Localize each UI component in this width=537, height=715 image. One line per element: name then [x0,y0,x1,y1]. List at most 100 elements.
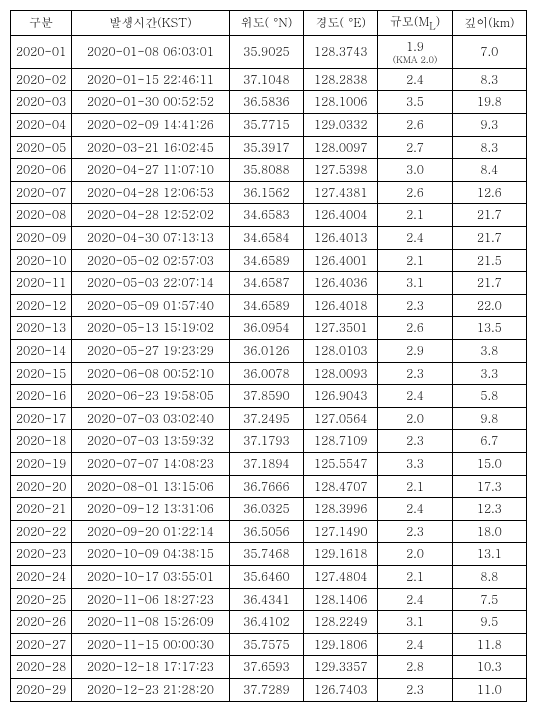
cell-time: 2020-08-01 13:15:06 [72,475,230,498]
cell-mag: 2.4 [378,633,452,656]
cell-time: 2020-04-28 12:06:53 [72,181,230,204]
earthquake-table: 구분 발생시간(KST) 위도( °N) 경도( °E) 규모(ML) 깊이(k… [10,10,527,702]
cell-time: 2020-05-27 19:23:29 [72,340,230,363]
table-row: 2020-052020-03-21 16:02:4535.3917128.009… [11,136,527,159]
cell-dep: 9.8 [452,407,526,430]
cell-mag: 2.4 [378,385,452,408]
cell-dep: 22.0 [452,294,526,317]
cell-lon: 127.5398 [304,159,378,182]
table-row: 2020-162020-06-23 19:58:0537.8590126.904… [11,385,527,408]
cell-lon: 129.1618 [304,543,378,566]
cell-id: 2020-29 [11,678,72,701]
table-row: 2020-142020-05-27 19:23:2936.0126128.010… [11,340,527,363]
table-row: 2020-222020-09-20 01:22:1436.5056127.149… [11,520,527,543]
cell-id: 2020-28 [11,656,72,679]
cell-lon: 126.7403 [304,678,378,701]
table-row: 2020-062020-04-27 11:07:1035.8088127.539… [11,159,527,182]
cell-mag: 3.1 [378,272,452,295]
cell-time: 2020-10-17 03:55:01 [72,565,230,588]
cell-mag: 2.1 [378,204,452,227]
cell-lon: 126.4001 [304,249,378,272]
cell-lon: 128.1006 [304,91,378,114]
table-row: 2020-172020-07-03 03:02:4037.2495127.056… [11,407,527,430]
cell-id: 2020-17 [11,407,72,430]
table-row: 2020-102020-05-02 02:57:0334.6589126.400… [11,249,527,272]
cell-mag: 2.3 [378,520,452,543]
cell-id: 2020-11 [11,272,72,295]
table-row: 2020-112020-05-03 22:07:1434.6587126.403… [11,272,527,295]
cell-id: 2020-02 [11,68,72,91]
cell-id: 2020-09 [11,227,72,250]
cell-id: 2020-08 [11,204,72,227]
cell-lon: 127.4804 [304,565,378,588]
cell-id: 2020-07 [11,181,72,204]
cell-lat: 36.0078 [229,362,303,385]
header-dep: 깊이(km) [452,11,526,36]
cell-lon: 126.4004 [304,204,378,227]
cell-lat: 35.7715 [229,114,303,137]
cell-lat: 36.7666 [229,475,303,498]
cell-time: 2020-09-12 13:31:06 [72,498,230,521]
cell-lat: 37.1894 [229,452,303,475]
cell-lat: 37.7289 [229,678,303,701]
cell-dep: 8.4 [452,159,526,182]
cell-time: 2020-11-06 18:27:23 [72,588,230,611]
table-row: 2020-262020-11-08 15:26:0936.4102128.224… [11,611,527,634]
cell-time: 2020-04-27 11:07:10 [72,159,230,182]
cell-lat: 36.5836 [229,91,303,114]
cell-dep: 8.3 [452,136,526,159]
cell-lat: 34.6584 [229,227,303,250]
cell-dep: 12.3 [452,498,526,521]
cell-id: 2020-15 [11,362,72,385]
cell-time: 2020-05-02 02:57:03 [72,249,230,272]
cell-mag: 1.9(KMA 2.0) [378,36,452,68]
table-row: 2020-032020-01-30 00:52:5236.5836128.100… [11,91,527,114]
header-mag-post: ) [436,13,441,30]
cell-lat: 36.0325 [229,498,303,521]
cell-lat: 36.0954 [229,317,303,340]
table-row: 2020-212020-09-12 13:31:0636.0325128.399… [11,498,527,521]
cell-mag: 2.4 [378,588,452,611]
table-row: 2020-022020-01-15 22:46:1137.1048128.283… [11,68,527,91]
cell-mag: 2.9 [378,340,452,363]
cell-mag: 2.3 [378,362,452,385]
header-lat: 위도( °N) [229,11,303,36]
table-row: 2020-072020-04-28 12:06:5336.1562127.438… [11,181,527,204]
table-row: 2020-082020-04-28 12:52:0234.6583126.400… [11,204,527,227]
cell-time: 2020-01-08 06:03:01 [72,36,230,68]
cell-lat: 36.1562 [229,181,303,204]
cell-dep: 8.3 [452,68,526,91]
cell-dep: 9.5 [452,611,526,634]
cell-dep: 18.0 [452,520,526,543]
cell-mag: 3.5 [378,91,452,114]
cell-time: 2020-03-21 16:02:45 [72,136,230,159]
cell-mag: 3.0 [378,159,452,182]
cell-mag: 2.8 [378,656,452,679]
cell-dep: 11.8 [452,633,526,656]
cell-lon: 129.0332 [304,114,378,137]
cell-lat: 35.8088 [229,159,303,182]
cell-dep: 15.0 [452,452,526,475]
cell-time: 2020-12-18 17:17:23 [72,656,230,679]
cell-lat: 35.6460 [229,565,303,588]
cell-lat: 37.2495 [229,407,303,430]
table-row: 2020-192020-07-07 14:08:2337.1894125.554… [11,452,527,475]
cell-lat: 36.0126 [229,340,303,363]
cell-id: 2020-06 [11,159,72,182]
cell-dep: 3.8 [452,340,526,363]
cell-mag: 2.4 [378,498,452,521]
cell-lon: 129.1806 [304,633,378,656]
cell-dep: 21.7 [452,272,526,295]
cell-lat: 36.4341 [229,588,303,611]
cell-lat: 35.7575 [229,633,303,656]
table-row: 2020-152020-06-08 00:52:1036.0078128.009… [11,362,527,385]
cell-id: 2020-13 [11,317,72,340]
cell-mag: 2.3 [378,430,452,453]
cell-id: 2020-18 [11,430,72,453]
cell-mag: 2.3 [378,678,452,701]
cell-lon: 128.1406 [304,588,378,611]
cell-lon: 128.0093 [304,362,378,385]
cell-lat: 36.5056 [229,520,303,543]
cell-dep: 5.8 [452,385,526,408]
cell-time: 2020-04-30 07:13:13 [72,227,230,250]
